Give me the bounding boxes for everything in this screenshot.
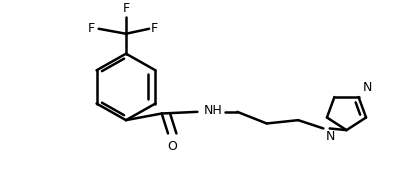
Text: N: N <box>326 130 335 143</box>
Text: F: F <box>151 22 158 35</box>
Text: O: O <box>167 140 177 153</box>
Text: NH: NH <box>204 104 223 117</box>
Text: F: F <box>87 22 94 35</box>
Text: N: N <box>363 81 372 94</box>
Text: F: F <box>123 3 129 15</box>
